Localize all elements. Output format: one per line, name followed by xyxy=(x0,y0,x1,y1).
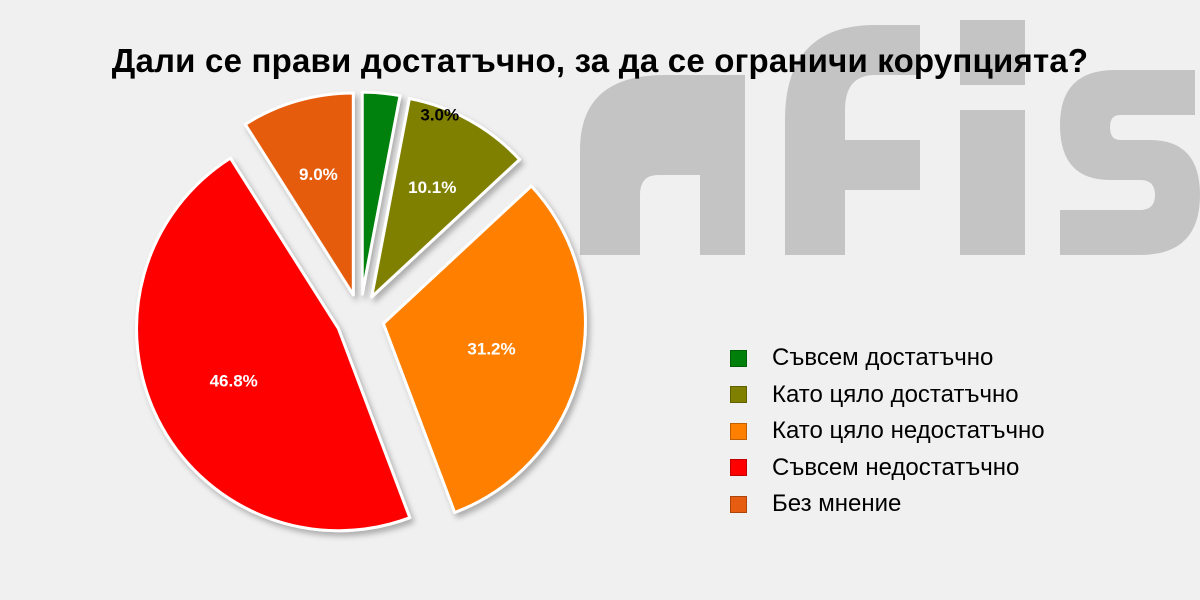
legend-label: Като цяло достатъчно xyxy=(772,380,1019,408)
legend-swatch xyxy=(730,386,747,404)
legend-item-2: Като цяло достатъчно xyxy=(730,377,1045,414)
slice-data-label-3: 31.2% xyxy=(467,339,515,358)
pie-slice-4 xyxy=(135,156,412,533)
pie-slice-2 xyxy=(370,97,522,299)
slice-data-label-4: 46.8% xyxy=(210,372,258,391)
legend-item-1: Съвсем достатъчно xyxy=(730,340,1045,377)
legend-swatch xyxy=(730,349,747,367)
legend-label: Съвсем достатъчно xyxy=(772,344,994,372)
pie-slices xyxy=(135,90,587,533)
legend-item-4: Съвсем недостатъчно xyxy=(730,450,1045,487)
pie-slice-3 xyxy=(381,184,587,514)
legend-label: Като цяло недостатъчно xyxy=(772,417,1045,445)
legend-item-3: Като цяло недостатъчно xyxy=(730,413,1045,450)
afis-watermark-logo xyxy=(580,20,1200,255)
legend-swatch xyxy=(730,495,747,513)
slice-data-label-5: 9.0% xyxy=(299,165,338,184)
slice-data-label-1: 3.0% xyxy=(420,105,459,124)
chart-legend: Съвсем достатъчно Като цяло достатъчно Кат… xyxy=(730,340,1045,523)
pie-slice-5 xyxy=(243,91,355,297)
pie-slice-1 xyxy=(360,90,402,296)
legend-item-5: Без мнение xyxy=(730,486,1045,523)
legend-label: Съвсем недостатъчно xyxy=(772,453,1020,481)
chart-title: Дали се прави достатъчно, за да се огран… xyxy=(111,42,1089,79)
pie-data-labels: 3.0% 10.1% 31.2% 46.8% 9.0% xyxy=(210,105,516,390)
legend-swatch xyxy=(730,459,747,477)
legend-swatch xyxy=(730,422,747,440)
watermark-letters xyxy=(580,20,1200,255)
slice-data-label-2: 10.1% xyxy=(408,178,456,197)
legend-label: Без мнение xyxy=(772,490,902,518)
